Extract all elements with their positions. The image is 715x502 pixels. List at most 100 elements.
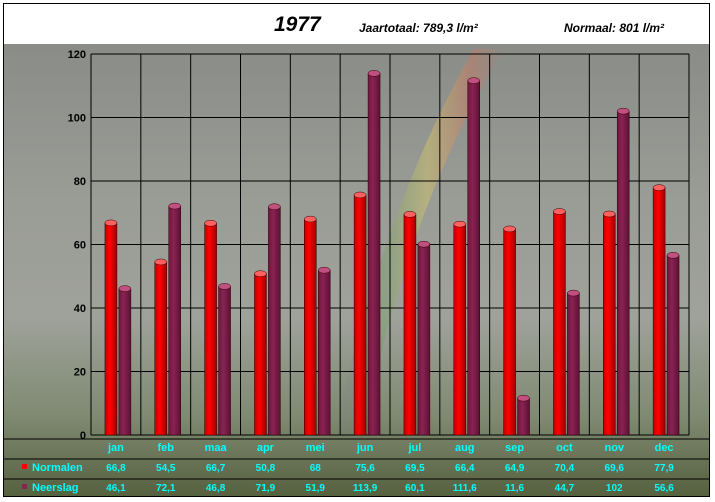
bar-neerslag (367, 73, 381, 436)
normal-total-label: Normaal: 801 l/m² (564, 21, 665, 35)
legend-swatch-normalen (22, 464, 27, 469)
bar-neerslag (567, 292, 580, 436)
normalen-value: 66,8 (106, 463, 126, 474)
normalen-value: 66,7 (206, 463, 226, 474)
month-label: dec (655, 442, 674, 454)
normalen-value: 64,9 (505, 463, 525, 474)
y-tick-label: 0 (80, 430, 86, 442)
bar-normalen (453, 223, 467, 436)
bar-neerslag-top (567, 289, 580, 297)
month-label: feb (158, 442, 175, 454)
bar-neerslag-top (517, 394, 530, 402)
bar-neerslag (268, 206, 281, 436)
bar-neerslag-top (616, 107, 630, 115)
legend-label-normalen: Normalen (32, 462, 83, 474)
neerslag-value: 56,6 (654, 483, 674, 494)
legend-swatch-neerslag (22, 484, 27, 489)
bar-neerslag (517, 397, 530, 436)
neerslag-value: 11,6 (505, 483, 524, 494)
normalen-value: 54,5 (156, 463, 176, 474)
neerslag-value: 46,1 (106, 483, 126, 494)
bar-normalen-top (154, 258, 168, 266)
bar-neerslag (417, 243, 431, 436)
bar-normalen-top (353, 191, 367, 199)
bar-neerslag-top (467, 77, 480, 84)
bar-normalen-top (204, 219, 217, 227)
chart-header: 1977 Jaartotaal: 789,3 l/m² Normaal: 801… (4, 4, 709, 44)
bar-neerslag (218, 286, 231, 436)
annual-total-label: Jaartotaal: 789,3 l/m² (359, 21, 478, 35)
bar-normalen (553, 211, 566, 436)
chart-frame: 1977 Jaartotaal: 789,3 l/m² Normaal: 801… (3, 3, 710, 497)
normalen-value: 70,4 (555, 463, 575, 474)
normalen-value: 68 (310, 463, 322, 474)
bar-neerslag (118, 288, 132, 436)
bar-normalen-top (254, 270, 267, 277)
month-label: oct (556, 442, 573, 454)
month-label: jul (407, 442, 421, 454)
month-label: apr (257, 442, 275, 454)
bar-normalen-top (104, 219, 118, 227)
neerslag-value: 102 (606, 483, 623, 494)
bar-neerslag-top (268, 203, 281, 210)
month-label: jan (107, 442, 124, 454)
bar-neerslag (666, 255, 680, 436)
bar-neerslag-top (367, 70, 381, 77)
bar-normalen-top (453, 220, 467, 228)
bar-normalen-top (603, 210, 616, 218)
bar-normalen (603, 213, 616, 436)
bar-neerslag (467, 80, 480, 436)
neerslag-value: 60,1 (405, 483, 425, 494)
bar-normalen (652, 187, 666, 436)
bar-normalen (204, 222, 217, 436)
normalen-value: 66,4 (455, 463, 475, 474)
bar-normalen-top (403, 211, 417, 218)
month-label: aug (455, 442, 475, 454)
neerslag-value: 51,9 (306, 483, 326, 494)
neerslag-value: 113,9 (353, 483, 378, 494)
bar-normalen-top (304, 215, 317, 223)
month-label: mei (306, 442, 325, 454)
bar-neerslag-top (317, 266, 331, 274)
neerslag-value: 44,7 (555, 483, 575, 494)
y-tick-label: 20 (74, 367, 86, 379)
bar-normalen (403, 214, 417, 436)
bar-normalen (353, 194, 367, 436)
month-label: maa (205, 442, 228, 454)
precipitation-chart: 0 20 40 60 80 100 120 jan 66,8 46,1 feb 54,5 72,1 maa… (4, 49, 709, 494)
chart-title: 1977 (274, 13, 321, 36)
neerslag-value: 71,9 (256, 483, 276, 494)
bar-normalen (154, 261, 168, 436)
bar-normalen (503, 228, 516, 436)
bar-normalen-top (553, 208, 566, 215)
bar-normalen (304, 218, 317, 436)
normalen-value: 69,6 (605, 463, 625, 474)
y-tick-label: 100 (68, 113, 86, 125)
neerslag-value: 46,8 (206, 483, 226, 494)
bar-neerslag-top (218, 283, 231, 290)
bar-neerslag (168, 205, 181, 436)
legend-label-neerslag: Neerslag (32, 482, 78, 494)
bar-normalen-top (652, 184, 666, 191)
bar-normalen (254, 273, 267, 436)
y-tick-label: 60 (74, 240, 86, 252)
bar-neerslag (616, 110, 630, 436)
bar-neerslag-top (118, 285, 132, 292)
bar-neerslag-top (666, 252, 680, 259)
bar-neerslag-top (417, 240, 431, 248)
month-label: nov (604, 442, 624, 454)
bar-neerslag (317, 269, 331, 436)
normalen-value: 75,6 (355, 463, 375, 474)
normalen-value: 50,8 (256, 463, 276, 474)
bar-normalen (104, 222, 118, 436)
normalen-value: 77,9 (654, 463, 674, 474)
normalen-value: 69,5 (405, 463, 425, 474)
bar-neerslag-top (168, 202, 181, 210)
neerslag-value: 72,1 (156, 483, 176, 494)
neerslag-value: 111,6 (453, 483, 477, 494)
y-tick-label: 40 (74, 303, 86, 315)
y-tick-label: 120 (68, 49, 86, 61)
month-label: jun (356, 442, 374, 454)
y-tick-label: 80 (74, 176, 86, 188)
bar-normalen-top (503, 225, 516, 233)
